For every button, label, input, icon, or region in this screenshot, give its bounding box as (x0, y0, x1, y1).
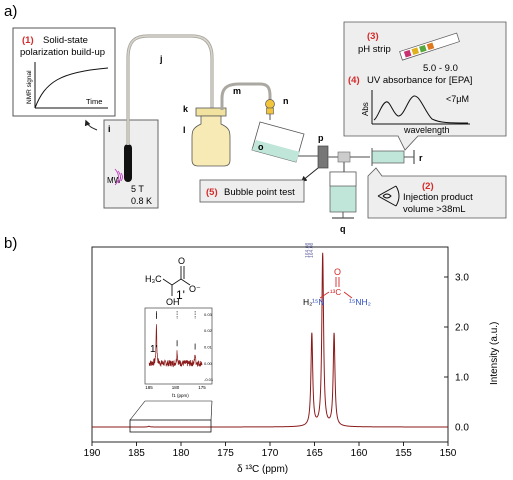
inset-xlabel: f1 (ppm) (172, 393, 189, 398)
label-p: p (318, 133, 324, 143)
qc-box-ph-uv: (3) pH strip 5.0 - 9.0 (4) UV absorbance… (343, 21, 507, 151)
polarizer-magnet: i MW 5 T 0.8 K (103, 119, 159, 209)
mol1-c1: 1' (176, 288, 185, 302)
mol2-c: ¹³C (330, 288, 341, 297)
inset-y-tick-label: 0.03 (204, 312, 213, 317)
syringe-q: q (329, 171, 357, 234)
label-j: j (159, 54, 163, 64)
mol2-h2: H₂ (303, 297, 312, 307)
injection-volume-box: (2) Injection product volume >38mL (367, 167, 507, 219)
uv-absorbance-curve (373, 95, 469, 124)
box4-title: UV absorbance for [EPA] (367, 75, 472, 86)
box1-ylabel: NMR signal (26, 70, 33, 104)
temp-label: 0.8 K (131, 196, 152, 206)
mw-label: MW (107, 176, 122, 185)
x-tick-label: 165 (306, 448, 323, 459)
x-tick-label: 180 (173, 448, 190, 459)
inset-y-tick-label: -0.01 (204, 377, 214, 382)
ph-strip (399, 32, 460, 61)
box4-ylabel: Abs (361, 102, 370, 116)
box5-title: Bubble point test (224, 187, 295, 198)
box4-number: (4) (348, 75, 360, 86)
mol1-o-minus: O⁻ (189, 284, 201, 294)
box3-title: pH strip (358, 44, 391, 55)
arrow-to-box1 (84, 119, 98, 131)
panel-a-label: a) (4, 3, 17, 20)
field-label: 5 T (131, 184, 144, 194)
label-q: q (340, 224, 346, 234)
spectrum-trace (92, 252, 448, 428)
y-tick-label: 0.0 (455, 423, 469, 434)
y-tick-label: 1.0 (455, 373, 469, 384)
peak-annotation: 164.08 (305, 242, 311, 258)
syringe-r: r (371, 148, 423, 166)
x-tick-label: 160 (351, 448, 368, 459)
inset-peak-label: 1' (150, 344, 158, 355)
mol2-o: O (334, 267, 341, 277)
eye-icon (377, 185, 400, 207)
inset-plot: 185 180 175 0.03 0.02 0.01 0.00 -0.01 1' f1 (pp… (144, 307, 214, 398)
y-tick-label: 3.0 (455, 273, 469, 284)
x-tick-label: 185 (128, 448, 145, 459)
tube-m (220, 82, 272, 110)
polarization-box: (1) Solid-state polarization build-up NM… (12, 27, 116, 117)
box2-line2: volume >38mL (403, 204, 466, 215)
box2-number: (2) (422, 181, 434, 192)
mol1-oh: OH (166, 297, 180, 307)
box1-line1: Solid-state (43, 35, 88, 46)
box1-xlabel: Time (86, 97, 102, 106)
mol1-h3c: H₃C (145, 274, 162, 284)
box5-number: (5) (206, 187, 218, 198)
filter-n: n (265, 96, 289, 120)
x-tick-label: 170 (262, 448, 279, 459)
label-l: l (183, 125, 186, 135)
inset-y-tick-label: 0.02 (204, 328, 213, 333)
mol1-o-top: O (178, 256, 185, 266)
dissolution-vessel: k l (183, 104, 231, 167)
inset-x-tick-label: 180 (172, 385, 180, 390)
x-tick-label: 150 (440, 448, 457, 459)
filter-p: p (298, 133, 370, 172)
box3-range: 5.0 - 9.0 (423, 63, 458, 74)
label-n: n (283, 96, 289, 106)
box1-number: (1) (22, 35, 34, 46)
arrow-to-box5 (300, 167, 319, 182)
box4-xlabel: wavelength (403, 125, 450, 135)
x-tick-label: 175 (217, 448, 234, 459)
label-r: r (419, 153, 423, 163)
peak-annotation-right: 164.08 (309, 242, 315, 258)
label-k: k (183, 104, 189, 114)
inset-y-tick-label: 0.00 (204, 361, 213, 366)
box4-limit: <7μM (446, 94, 469, 104)
y-axis-label: Intensity (a.u.) (489, 322, 500, 385)
bubble-point-box: (5) Bubble point test (199, 179, 305, 203)
box2-line1: Injection product (403, 192, 473, 203)
panel-b-label: b) (4, 235, 17, 252)
x-axis-label: δ ¹³C (ppm) (237, 464, 288, 475)
box3-number: (3) (367, 31, 379, 42)
label-i: i (108, 124, 111, 134)
label-o: o (258, 142, 264, 152)
collection-bag-o: o (251, 121, 305, 163)
inset-x-tick-label: 175 (198, 385, 206, 390)
inset-x-tick-label: 185 (145, 385, 153, 390)
buildup-curve (34, 67, 109, 109)
inset-y-tick-label: 0.01 (204, 345, 213, 350)
mol2-n-left: ¹⁵N (312, 297, 325, 307)
microwave-icon (114, 168, 123, 186)
x-tick-label: 190 (84, 448, 101, 459)
mol2-n-right: ¹⁵NH₂ (349, 297, 371, 307)
urea-structure: O ¹³C H₂ ¹⁵N ¹⁵NH₂ (303, 267, 371, 307)
lactate-structure: H₃C O O⁻ OH 1' (145, 256, 201, 307)
inset-trace (148, 324, 203, 368)
x-tick-label: 155 (395, 448, 412, 459)
y-tick-label: 2.0 (455, 323, 469, 334)
sample-cup (124, 144, 132, 182)
zoom-bracket (129, 400, 213, 433)
nmr-spectrum-plot: 190 185 180 175 170 165 160 155 150 0.0 1.0 2.0 3.0… (84, 242, 500, 475)
box1-line2: polarization build-up (20, 47, 105, 58)
label-m: m (233, 86, 241, 96)
